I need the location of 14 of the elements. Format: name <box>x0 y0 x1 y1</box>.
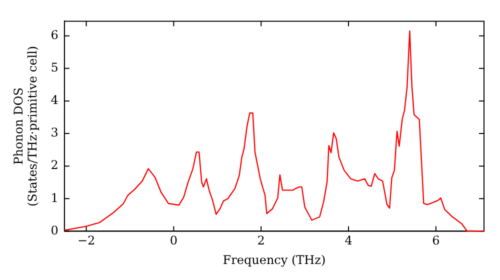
x-tick-label: 2 <box>257 234 265 248</box>
y-tick-label: 5 <box>50 60 58 75</box>
x-axis-title: Frequency (THz) <box>222 252 326 267</box>
y-tick-label: 3 <box>50 126 58 140</box>
y-tick-label: 2 <box>50 158 58 172</box>
x-tick-label: 0 <box>170 234 178 248</box>
x-tick-label: 4 <box>344 234 353 248</box>
y-tick-label: 4 <box>50 93 59 108</box>
y-tick-label: 1 <box>50 190 58 205</box>
y-tick-label: 6 <box>50 28 58 42</box>
x-tick-label: −2 <box>77 234 96 248</box>
y-tick-label: 0 <box>50 223 58 238</box>
y-axis-title: Phonon DOS (States/THz·primitive cell) <box>11 46 40 207</box>
x-tick-label: 6 <box>432 234 440 248</box>
